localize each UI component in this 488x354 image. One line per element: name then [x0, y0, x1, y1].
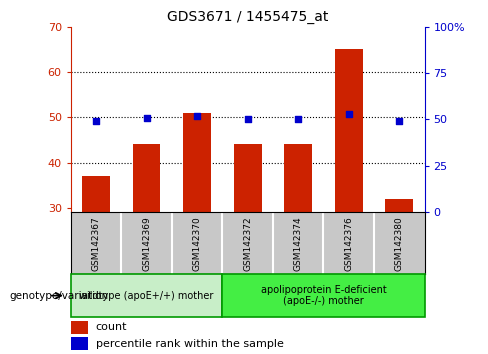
Bar	[183, 113, 211, 212]
Point	[294, 117, 302, 122]
Text: GSM142367: GSM142367	[92, 216, 101, 271]
Point	[193, 113, 201, 119]
Text: GSM142370: GSM142370	[193, 216, 202, 271]
Text: count: count	[96, 322, 127, 332]
Point	[345, 111, 353, 117]
Bar	[386, 199, 413, 212]
Text: GSM142376: GSM142376	[344, 216, 353, 271]
Text: GSM142374: GSM142374	[294, 216, 303, 271]
Text: GSM142372: GSM142372	[243, 216, 252, 271]
FancyBboxPatch shape	[71, 274, 223, 317]
FancyBboxPatch shape	[223, 274, 425, 317]
Bar	[71, 321, 88, 333]
Bar	[82, 176, 110, 212]
Text: percentile rank within the sample: percentile rank within the sample	[96, 338, 284, 349]
Bar	[71, 337, 88, 350]
Bar	[285, 144, 312, 212]
Point	[244, 117, 252, 122]
Text: genotype/variation: genotype/variation	[10, 291, 109, 301]
Point	[395, 119, 403, 124]
Point	[92, 119, 100, 124]
Bar	[234, 144, 262, 212]
Text: wildtype (apoE+/+) mother: wildtype (apoE+/+) mother	[80, 291, 214, 301]
Bar	[335, 49, 363, 212]
Bar	[133, 144, 161, 212]
Text: GSM142380: GSM142380	[395, 216, 404, 271]
Text: GSM142369: GSM142369	[142, 216, 151, 271]
Title: GDS3671 / 1455475_at: GDS3671 / 1455475_at	[167, 10, 328, 24]
Text: apolipoprotein E-deficient
(apoE-/-) mother: apolipoprotein E-deficient (apoE-/-) mot…	[261, 285, 386, 307]
Point	[142, 115, 150, 120]
